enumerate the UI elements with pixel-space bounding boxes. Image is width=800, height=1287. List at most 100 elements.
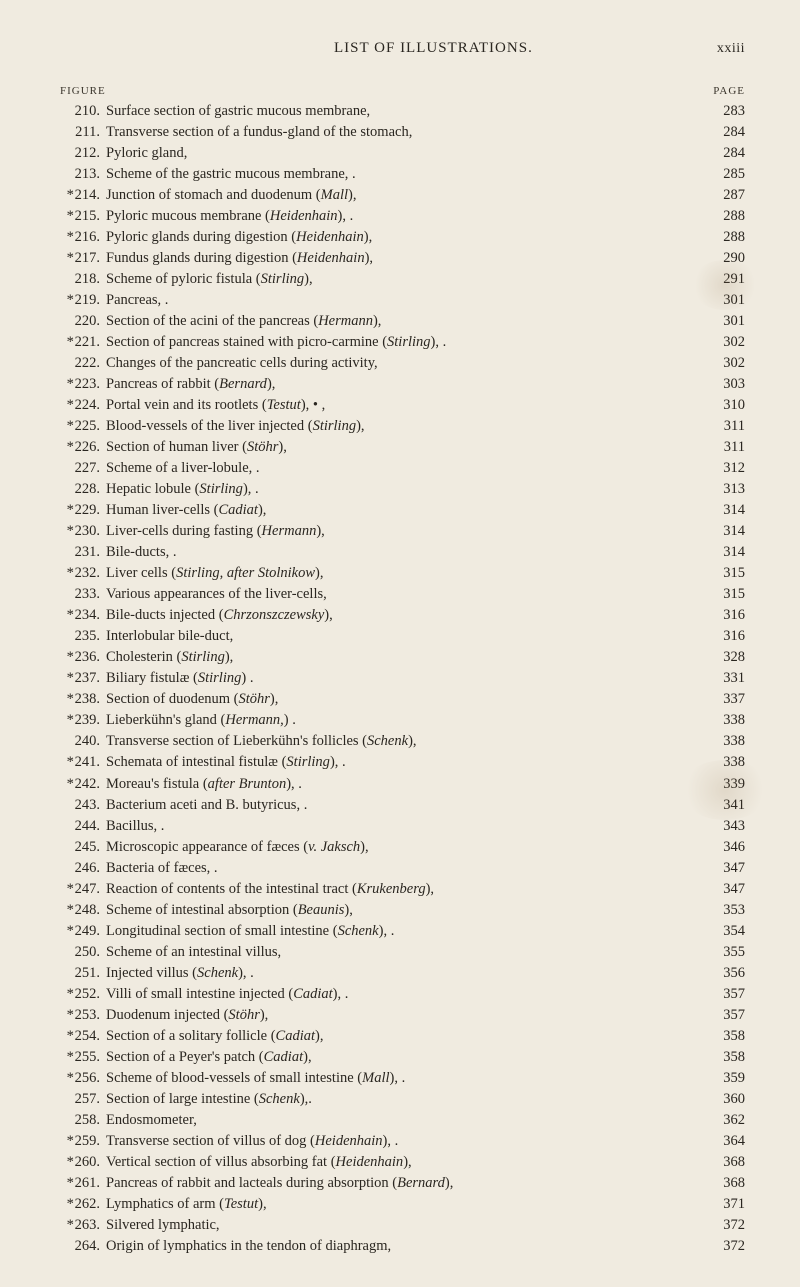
- entry-title: Section of the acini of the pancreas (He…: [106, 311, 381, 332]
- entry-title: Scheme of a liver-lobule, .: [106, 458, 260, 479]
- entry-number: 235.: [50, 626, 106, 647]
- entry-number: *254.: [50, 1026, 106, 1047]
- list-entry: *248.Scheme of intestinal absorption (Be…: [90, 900, 745, 921]
- list-entry: *216.Pyloric glands during digestion (He…: [90, 227, 745, 248]
- entry-title: Section of a Peyer's patch (Cadiat),: [106, 1047, 312, 1068]
- entry-page: 347: [709, 879, 745, 900]
- entry-page: 284: [709, 143, 745, 164]
- entry-page: 359: [709, 1068, 745, 1089]
- entry-title: Fundus glands during digestion (Heidenha…: [106, 248, 373, 269]
- list-entry: 228.Hepatic lobule (Stirling), .313: [90, 479, 745, 500]
- entry-number: *259.: [50, 1131, 106, 1152]
- entry-title: Section of duodenum (Stöhr),: [106, 689, 278, 710]
- list-entry: *256.Scheme of blood-vessels of small in…: [90, 1068, 745, 1089]
- list-entry: 264.Origin of lymphatics in the tendon o…: [90, 1236, 745, 1257]
- entry-number: *217.: [50, 248, 106, 269]
- entry-title: Transverse section of villus of dog (Hei…: [106, 1131, 398, 1152]
- entry-title: Bile-ducts injected (Chrzonszczewsky),: [106, 605, 333, 626]
- list-entry: *215.Pyloric mucous membrane (Heidenhain…: [90, 206, 745, 227]
- entry-page: 291: [709, 269, 745, 290]
- list-entry: *263.Silvered lymphatic,372: [90, 1215, 745, 1236]
- entry-number: *226.: [50, 437, 106, 458]
- entry-page: 360: [709, 1089, 745, 1110]
- entry-number: *237.: [50, 668, 106, 689]
- entry-number: 245.: [50, 837, 106, 858]
- entry-title: Section of large intestine (Schenk),.: [106, 1089, 312, 1110]
- list-entry: *219.Pancreas, .301: [90, 290, 745, 311]
- entry-title: Microscopic appearance of fæces (v. Jaks…: [106, 837, 369, 858]
- entry-title: Bacterium aceti and B. butyricus, .: [106, 795, 307, 816]
- entry-page: 316: [709, 605, 745, 626]
- entry-title: Liver cells (Stirling, after Stolnikow),: [106, 563, 324, 584]
- entry-number: 251.: [50, 963, 106, 984]
- list-entry: *241.Schemata of intestinal fistulæ (Sti…: [90, 752, 745, 773]
- entry-title: Bacillus, .: [106, 816, 164, 837]
- entry-title: Injected villus (Schenk), .: [106, 963, 254, 984]
- column-headers: FIGURE PAGE: [90, 85, 745, 97]
- entry-number: *230.: [50, 521, 106, 542]
- list-entry: *226.Section of human liver (Stöhr),311: [90, 437, 745, 458]
- list-entry: 227.Scheme of a liver-lobule, .312: [90, 458, 745, 479]
- entry-page: 338: [709, 731, 745, 752]
- entry-page: 285: [709, 164, 745, 185]
- entry-number: *252.: [50, 984, 106, 1005]
- entry-number: *214.: [50, 185, 106, 206]
- entry-title: Junction of stomach and duodenum (Mall),: [106, 185, 357, 206]
- page-number-roman: xxiii: [717, 41, 745, 57]
- entry-title: Longitudinal section of small intestine …: [106, 921, 394, 942]
- entry-page: 302: [709, 332, 745, 353]
- entry-title: Biliary fistulæ (Stirling) .: [106, 668, 253, 689]
- entry-title: Liver-cells during fasting (Hermann),: [106, 521, 325, 542]
- entry-title: Bile-ducts, .: [106, 542, 176, 563]
- list-entry: *214.Junction of stomach and duodenum (M…: [90, 185, 745, 206]
- list-entry: 210.Surface section of gastric mucous me…: [90, 101, 745, 122]
- entry-page: 301: [709, 290, 745, 311]
- entry-title: Human liver-cells (Cadiat),: [106, 500, 266, 521]
- list-entry: 231.Bile-ducts, .314: [90, 542, 745, 563]
- list-entry: *236.Cholesterin (Stirling),328: [90, 647, 745, 668]
- entry-number: 244.: [50, 816, 106, 837]
- entry-page: 315: [709, 584, 745, 605]
- entry-page: 287: [709, 185, 745, 206]
- entry-page: 362: [709, 1110, 745, 1131]
- entry-page: 357: [709, 984, 745, 1005]
- entry-page: 312: [709, 458, 745, 479]
- entry-number: 222.: [50, 353, 106, 374]
- entry-page: 372: [709, 1215, 745, 1236]
- entry-title: Pyloric gland,: [106, 143, 187, 164]
- entry-page: 313: [709, 479, 745, 500]
- entry-page: 343: [709, 816, 745, 837]
- entry-page: 315: [709, 563, 745, 584]
- entry-page: 328: [709, 647, 745, 668]
- entry-title: Changes of the pancreatic cells during a…: [106, 353, 378, 374]
- list-entry: *239.Lieberkühn's gland (Hermann,) .338: [90, 710, 745, 731]
- entry-title: Moreau's fistula (after Brunton), .: [106, 774, 302, 795]
- entry-title: Lymphatics of arm (Testut),: [106, 1194, 267, 1215]
- entry-page: 339: [709, 774, 745, 795]
- entry-page: 357: [709, 1005, 745, 1026]
- entry-page: 371: [709, 1194, 745, 1215]
- list-entry: *224.Portal vein and its rootlets (Testu…: [90, 395, 745, 416]
- list-entry: 218.Scheme of pyloric fistula (Stirling)…: [90, 269, 745, 290]
- entry-title: Scheme of the gastric mucous membrane, .: [106, 164, 356, 185]
- entry-number: 264.: [50, 1236, 106, 1257]
- entry-number: *253.: [50, 1005, 106, 1026]
- list-entry: 250.Scheme of an intestinal villus,355: [90, 942, 745, 963]
- entry-number: *225.: [50, 416, 106, 437]
- list-entry: *255.Section of a Peyer's patch (Cadiat)…: [90, 1047, 745, 1068]
- entry-title: Scheme of intestinal absorption (Beaunis…: [106, 900, 353, 921]
- entry-title: Silvered lymphatic,: [106, 1215, 220, 1236]
- entry-page: 372: [709, 1236, 745, 1257]
- entry-title: Section of a solitary follicle (Cadiat),: [106, 1026, 323, 1047]
- entry-number: 246.: [50, 858, 106, 879]
- entry-page: 290: [709, 248, 745, 269]
- list-entry: *221.Section of pancreas stained with pi…: [90, 332, 745, 353]
- list-entry: *249.Longitudinal section of small intes…: [90, 921, 745, 942]
- entry-title: Blood-vessels of the liver injected (Sti…: [106, 416, 365, 437]
- list-entry: *225.Blood-vessels of the liver injected…: [90, 416, 745, 437]
- entry-number: 227.: [50, 458, 106, 479]
- list-entry: 213.Scheme of the gastric mucous membran…: [90, 164, 745, 185]
- page-title: LIST OF ILLUSTRATIONS.: [150, 40, 717, 57]
- column-header-figure: FIGURE: [60, 85, 106, 97]
- list-entry: 246.Bacteria of fæces, .347: [90, 858, 745, 879]
